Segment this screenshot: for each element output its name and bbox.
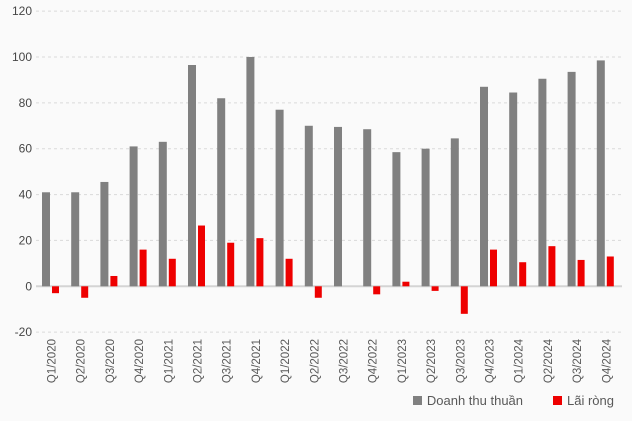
x-axis-category-label: Q2/2020 (76, 339, 88, 383)
x-axis-category-label: Q4/2020 (134, 339, 146, 383)
bar-lai-rong-Q4/2023 (490, 249, 497, 287)
bar-lai-rong-Q2/2022 (314, 286, 322, 298)
x-axis-category-label: Q1/2023 (397, 339, 409, 383)
bar-doanh-thu-thuan-Q2/2023 (421, 148, 430, 287)
bar-lai-rong-Q4/2024 (606, 256, 614, 287)
x-axis-category-label: Q2/2024 (543, 338, 555, 383)
legend-swatch-gray (412, 396, 422, 405)
bar-doanh-thu-thuan-Q2/2024 (538, 78, 547, 287)
y-axis-tick-label: 60 (19, 142, 33, 156)
bar-lai-rong-Q1/2021 (168, 258, 176, 287)
bar-lai-rong-Q1/2024 (519, 262, 527, 287)
legend-label-doanh-thu-thuan: Doanh thu thuần (426, 393, 524, 408)
x-axis-category-label: Q2/2023 (426, 339, 438, 383)
y-axis-tick-label: 20 (19, 233, 33, 247)
legend-label-lai-rong: Lãi ròng (567, 393, 614, 408)
bar-doanh-thu-thuan-Q1/2021 (158, 141, 167, 287)
chart-legend: Doanh thu thuần Lãi ròng (412, 393, 614, 408)
bar-doanh-thu-thuan-Q1/2023 (392, 152, 401, 287)
y-axis-tick-label: 40 (19, 188, 33, 202)
bar-lai-rong-Q2/2020 (81, 286, 89, 298)
bar-doanh-thu-thuan-Q3/2023 (450, 138, 459, 287)
bar-lai-rong-Q4/2022 (373, 286, 381, 295)
x-axis-category-label: Q4/2024 (601, 338, 613, 383)
x-axis-category-label: Q1/2022 (280, 339, 292, 383)
y-axis-tick-label: 100 (12, 50, 32, 64)
bar-doanh-thu-thuan-Q1/2022 (275, 109, 284, 287)
legend-item-lai-rong: Lãi ròng (553, 393, 614, 408)
bar-doanh-thu-thuan-Q2/2022 (304, 125, 313, 287)
legend-swatch-red (553, 396, 563, 405)
bar-doanh-thu-thuan-Q2/2021 (188, 64, 196, 287)
x-axis-category-label: Q2/2021 (193, 339, 205, 383)
x-axis-category-label: Q3/2020 (105, 339, 117, 383)
bar-lai-rong-Q4/2021 (256, 238, 264, 287)
y-axis-tick-label: 0 (25, 279, 32, 293)
bar-doanh-thu-thuan-Q1/2024 (509, 92, 518, 287)
x-axis-category-label: Q3/2022 (339, 339, 351, 383)
legend-item-doanh-thu-thuan: Doanh thu thuần (412, 393, 524, 408)
bar-doanh-thu-thuan-Q3/2024 (567, 71, 576, 287)
bar-lai-rong-Q4/2020 (139, 249, 147, 287)
x-axis-category-label: Q4/2023 (485, 339, 497, 383)
x-axis-category-label: Q1/2021 (163, 339, 175, 383)
bar-lai-rong-Q3/2020 (110, 275, 118, 287)
bar-doanh-thu-thuan-Q4/2022 (363, 129, 372, 287)
bar-lai-rong-Q2/2023 (431, 286, 439, 291)
x-axis-category-label: Q4/2022 (368, 339, 380, 383)
x-axis-category-label: Q1/2024 (514, 338, 526, 383)
bar-doanh-thu-thuan-Q2/2020 (71, 192, 80, 287)
bar-doanh-thu-thuan-Q4/2020 (129, 146, 138, 287)
bar-lai-rong-Q2/2021 (198, 225, 205, 287)
x-axis-category-label: Q3/2023 (455, 339, 467, 383)
x-axis-category-label: Q3/2021 (222, 339, 234, 383)
bar-lai-rong-Q1/2022 (285, 258, 293, 287)
x-axis-category-label: Q1/2020 (47, 339, 59, 383)
bar-doanh-thu-thuan-Q3/2020 (100, 181, 109, 287)
bar-doanh-thu-thuan-Q1/2020 (42, 192, 50, 287)
x-axis-category-label: Q3/2024 (572, 338, 584, 383)
y-axis-tick-label: 120 (12, 4, 32, 18)
bar-doanh-thu-thuan-Q4/2023 (480, 86, 488, 287)
bar-lai-rong-Q1/2023 (402, 281, 410, 287)
x-axis-category-label: Q4/2021 (251, 339, 263, 383)
bar-lai-rong-Q1/2020 (52, 286, 59, 294)
x-axis-category-label: Q2/2022 (309, 339, 321, 383)
y-axis-tick-label: -20 (15, 325, 33, 339)
bar-lai-rong-Q3/2023 (460, 286, 468, 314)
bar-doanh-thu-thuan-Q3/2022 (334, 126, 342, 287)
bar-doanh-thu-thuan-Q3/2021 (217, 98, 226, 287)
y-axis-tick-label: 80 (19, 96, 33, 110)
bar-lai-rong-Q3/2024 (577, 259, 585, 287)
bar-lai-rong-Q2/2024 (548, 246, 556, 287)
bar-lai-rong-Q3/2021 (227, 242, 235, 287)
bar-doanh-thu-thuan-Q4/2024 (596, 60, 605, 287)
bar-doanh-thu-thuan-Q4/2021 (246, 56, 255, 287)
